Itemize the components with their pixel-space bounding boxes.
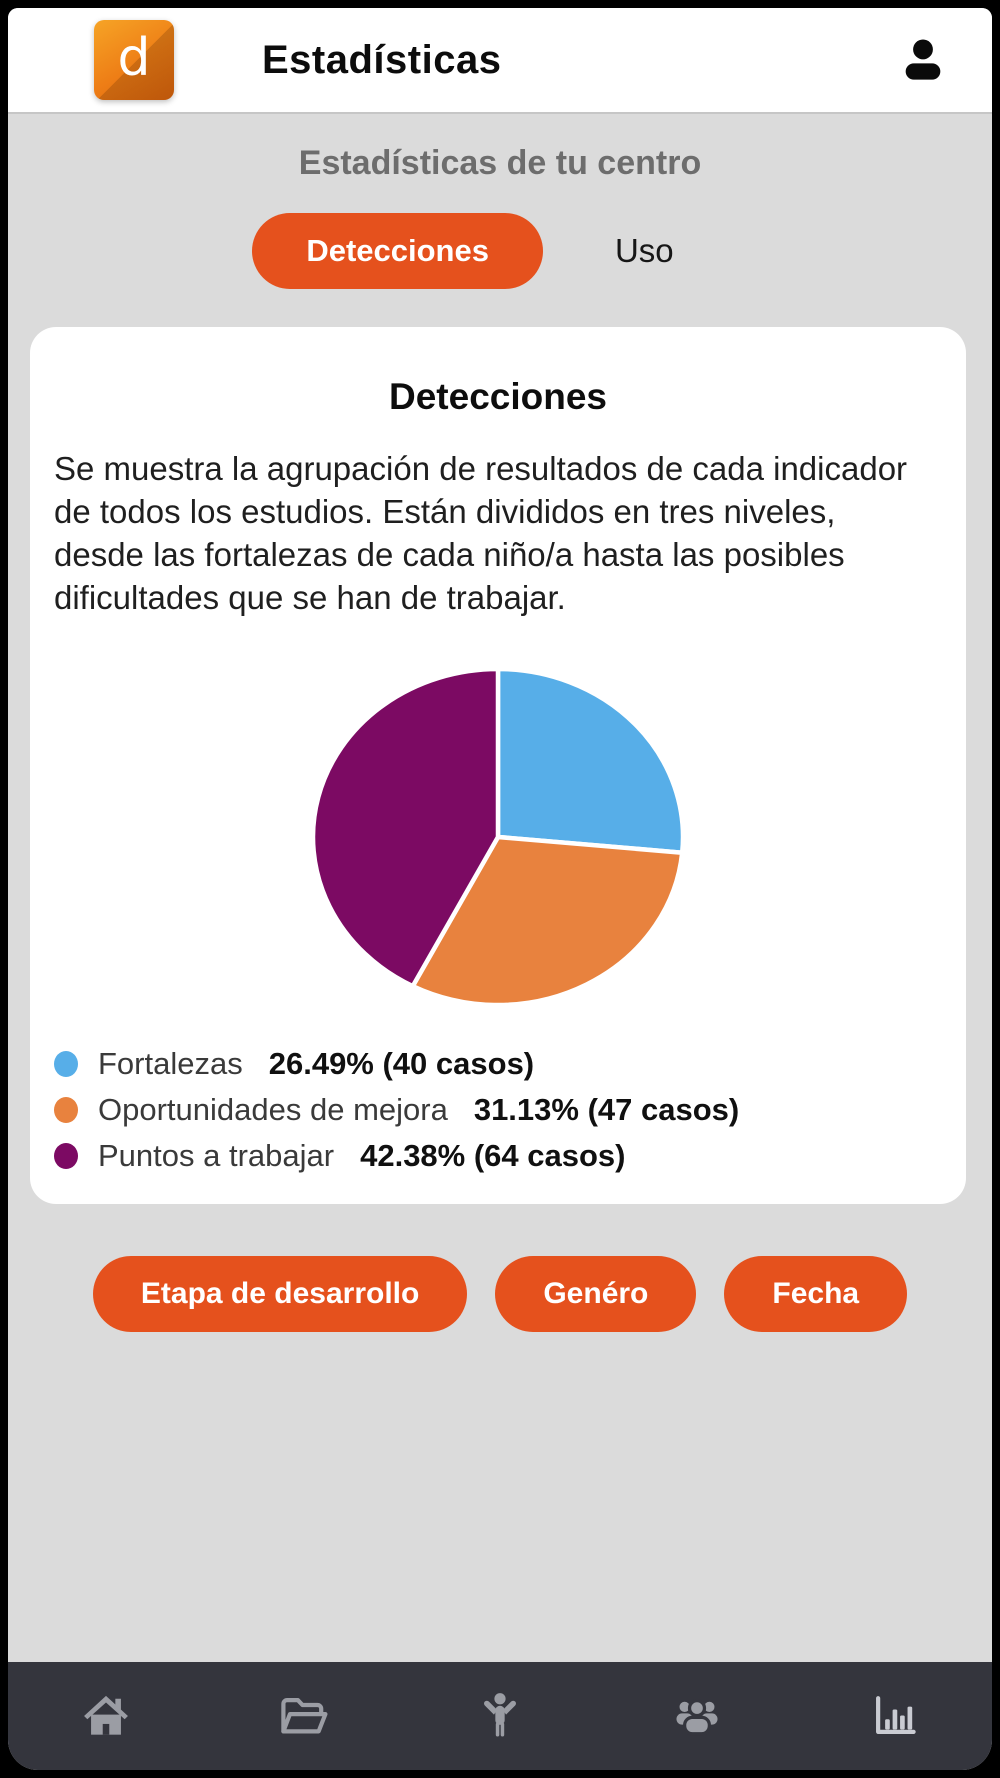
app-logo: d — [94, 20, 174, 100]
child-icon — [483, 1693, 516, 1737]
card-description: Se muestra la agrupación de resultados d… — [54, 450, 908, 617]
users-icon — [676, 1698, 718, 1736]
profile-button[interactable] — [896, 33, 950, 87]
legend-value: 26.49% (40 casos) — [268, 1045, 535, 1081]
nav-home-button[interactable] — [8, 1688, 205, 1744]
legend-dot-puntos — [54, 1142, 78, 1169]
bottom-nav — [8, 1662, 992, 1770]
nav-users-button[interactable] — [598, 1688, 795, 1744]
bar-chart-icon — [875, 1696, 916, 1734]
tab-bar: Detecciones Uso — [8, 213, 955, 289]
tab-detecciones[interactable]: Detecciones — [252, 213, 543, 289]
logo-letter: d — [117, 28, 151, 88]
app-bar: d Estadísticas — [8, 8, 992, 114]
legend-label: Puntos a trabajar — [98, 1137, 335, 1173]
pie-chart-container — [54, 664, 942, 1010]
legend-dot-fortalezas — [54, 1050, 78, 1077]
home-icon — [84, 1695, 129, 1735]
filter-button-fecha[interactable]: Fecha — [724, 1255, 908, 1332]
page-subtitle: Estadísticas de tu centro — [298, 144, 702, 182]
nav-child-button[interactable] — [402, 1688, 599, 1744]
pie-slice-0 — [495, 666, 686, 855]
legend-item-fortalezas: Fortalezas 26.49% (40 casos) — [54, 1046, 942, 1082]
chart-legend: Fortalezas 26.49% (40 casos) Oportunidad… — [54, 1046, 942, 1174]
legend-dot-oportunidades — [54, 1096, 78, 1123]
page-title: Estadísticas — [262, 37, 502, 82]
legend-label: Fortalezas — [98, 1045, 243, 1081]
detections-card: Detecciones Se muestra la agrupación de … — [30, 327, 966, 1204]
folder-open-icon — [281, 1698, 328, 1734]
legend-value: 31.13% (47 casos) — [473, 1091, 740, 1127]
filter-button-etapa-desarrollo[interactable]: Etapa de desarrollo — [92, 1255, 468, 1332]
content-spacer — [8, 1332, 992, 1662]
legend-value: 42.38% (64 casos) — [360, 1137, 626, 1173]
tab-uso[interactable]: Uso — [614, 232, 674, 269]
legend-label: Oportunidades de mejora — [98, 1091, 448, 1127]
pie-chart — [310, 666, 686, 1008]
filter-button-genero[interactable]: Genéro — [495, 1255, 697, 1332]
legend-item-oportunidades: Oportunidades de mejora 31.13% (47 casos… — [54, 1092, 942, 1128]
nav-folder-button[interactable] — [205, 1688, 402, 1744]
nav-statistics-button[interactable] — [795, 1688, 992, 1744]
person-icon — [905, 39, 941, 80]
app-screen: d Estadísticas Estadísticas de tu centro… — [8, 8, 992, 1770]
legend-item-puntos: Puntos a trabajar 42.38% (64 casos) — [54, 1138, 942, 1174]
pie-slice-1 — [410, 834, 685, 1008]
pie-slice-2 — [310, 666, 501, 989]
card-title: Detecciones — [389, 375, 607, 417]
filter-bar: Etapa de desarrollo Genéro Fecha — [8, 1255, 992, 1332]
